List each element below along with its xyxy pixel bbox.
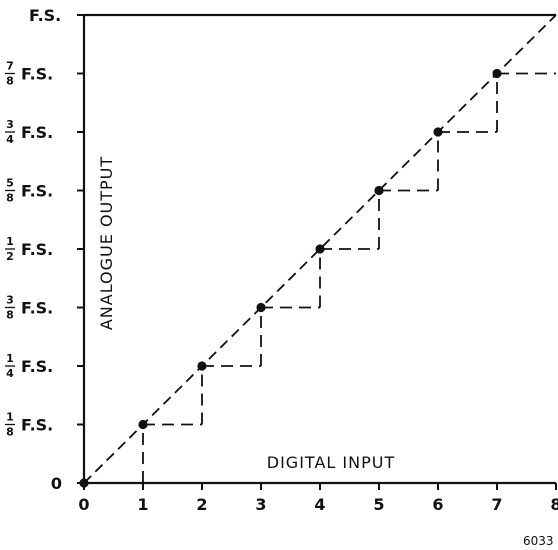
y-tick-label: 0 xyxy=(51,474,62,493)
y-tick-label: F.S. xyxy=(21,123,53,142)
y-tick-label: F.S. xyxy=(29,6,61,25)
y-tick-label: F.S. xyxy=(21,240,53,259)
y-tick-label: F.S. xyxy=(21,299,53,318)
x-tick-label: 4 xyxy=(314,495,325,514)
x-tick-label: 0 xyxy=(78,495,89,514)
y-axis-label: ANALOGUE OUTPUT xyxy=(97,156,116,330)
y-tick-label: F.S. xyxy=(21,416,53,435)
y-tick-fraction-denominator: 8 xyxy=(6,192,14,205)
figure-number: 6033 xyxy=(523,534,554,548)
y-tick-fraction-denominator: 4 xyxy=(6,367,14,380)
ideal-transfer-line xyxy=(83,14,557,484)
x-tick-label: 3 xyxy=(255,495,266,514)
y-tick-fraction-numerator: 1 xyxy=(6,235,14,248)
y-axis-ticks: 018 F.S.14 F.S.38 F.S.12 F.S.58 F.S.34 F.S.78 F… xyxy=(5,6,84,493)
y-tick-fraction-numerator: 3 xyxy=(6,294,14,307)
y-tick-fraction-numerator: 1 xyxy=(6,411,14,424)
y-tick-fraction-numerator: 7 xyxy=(6,60,14,73)
y-tick-fraction-denominator: 8 xyxy=(6,309,14,322)
y-tick-fraction-numerator: 1 xyxy=(6,352,14,365)
series-layer xyxy=(79,14,557,488)
y-tick-fraction-numerator: 3 xyxy=(6,118,14,131)
y-tick-fraction-denominator: 8 xyxy=(6,426,14,439)
y-tick-fraction-denominator: 8 xyxy=(6,75,14,88)
data-point xyxy=(79,478,89,488)
x-tick-label: 5 xyxy=(373,495,384,514)
y-tick-label: F.S. xyxy=(21,357,53,376)
y-tick-fraction-denominator: 2 xyxy=(6,250,14,263)
y-tick-fraction-denominator: 4 xyxy=(6,133,14,146)
x-axis-ticks: 0 1 2 3 4 5 6 7 8 xyxy=(78,483,558,514)
x-tick-label: 6 xyxy=(432,495,443,514)
y-tick-fraction-numerator: 5 xyxy=(6,177,14,190)
y-tick-label: F.S. xyxy=(21,182,53,201)
x-axis-label: DIGITAL INPUT xyxy=(267,453,395,472)
x-tick-label: 8 xyxy=(550,495,558,514)
x-tick-label: 2 xyxy=(196,495,207,514)
x-tick-label: 1 xyxy=(137,495,148,514)
x-tick-label: 7 xyxy=(491,495,502,514)
y-tick-label: F.S. xyxy=(21,65,53,84)
